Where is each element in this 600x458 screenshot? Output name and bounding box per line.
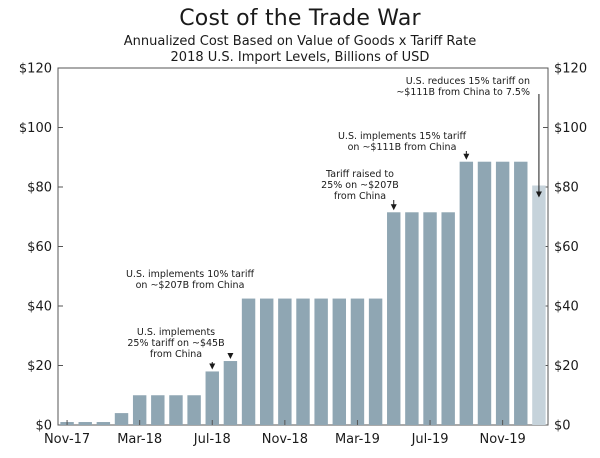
- annotation-aug18-line: U.S. implements 10% tariff: [126, 269, 254, 280]
- chart-subtitle: Annualized Cost Based on Value of Goods …: [123, 34, 477, 49]
- annotation-jan20-arrow-head: [535, 191, 542, 198]
- annotation-jan20-line: ~$111B from China to 7.5%: [396, 87, 530, 98]
- y-tick-label-right: $20: [554, 359, 579, 374]
- y-tick-label-left: $60: [27, 240, 52, 255]
- x-tick-label: Nov-18: [262, 432, 308, 447]
- bar: [187, 395, 201, 425]
- annotation-may19-arrow-head: [390, 204, 397, 211]
- x-tick-label: Nov-19: [479, 432, 525, 447]
- chart-subtitle-units: 2018 U.S. Import Levels, Billions of USD: [170, 50, 430, 65]
- x-tick-label: Jul-18: [193, 432, 231, 447]
- bar: [459, 161, 474, 425]
- x-tick-label: Nov-17: [44, 432, 90, 447]
- bar: [405, 212, 419, 425]
- bar: [96, 422, 111, 425]
- bar: [205, 371, 219, 425]
- x-tick-label: Mar-19: [335, 432, 380, 447]
- y-tick-label-right: $80: [554, 181, 579, 196]
- y-tick-label-right: $100: [554, 121, 587, 136]
- x-tick-label: Jul-19: [411, 432, 449, 447]
- annotation-sep19: U.S. implements 15% tariff on ~$111B from…: [338, 131, 466, 153]
- annotation-may19-line: 25% on ~$207B: [321, 180, 399, 191]
- bar: [151, 395, 165, 425]
- annotation-sep19-line: on ~$111B from China: [348, 142, 457, 153]
- bar: [368, 298, 383, 425]
- y-tick-label-left: $80: [27, 181, 52, 196]
- bar: [223, 361, 238, 425]
- y-tick-label-left: $120: [19, 62, 52, 77]
- bar: [423, 212, 437, 425]
- bar: [296, 298, 310, 425]
- annotation-may19: Tariff raised to 25% on ~$207B from China: [321, 169, 399, 202]
- annotation-jan20-line: U.S. reduces 15% tariff on: [406, 76, 530, 87]
- annotation-sep19-arrow-head: [463, 153, 470, 160]
- annotation-jul18: U.S. implements 25% tariff on ~$45B from C…: [127, 327, 224, 360]
- bar: [495, 161, 510, 425]
- bar: [132, 395, 147, 425]
- bar: [259, 298, 274, 425]
- bar: [314, 298, 328, 425]
- bar: [441, 212, 455, 425]
- bar: [387, 212, 401, 425]
- y-tick-label-left: $20: [27, 359, 52, 374]
- y-tick-label-right: $120: [554, 62, 587, 77]
- y-tick-label-left: $40: [27, 300, 52, 315]
- bar: [78, 422, 92, 425]
- x-tick-label: Mar-18: [117, 432, 162, 447]
- bar: [514, 161, 528, 425]
- annotation-jul18-line: 25% tariff on ~$45B: [127, 338, 224, 349]
- bar: [114, 413, 129, 425]
- bar: [169, 395, 183, 425]
- bar: [332, 298, 347, 425]
- y-tick-label-right: $60: [554, 240, 579, 255]
- bar: [241, 298, 256, 425]
- annotation-aug18: U.S. implements 10% tariff on ~$207B from…: [126, 269, 254, 291]
- y-tick-label-left: $0: [35, 419, 52, 434]
- y-tick-label-left: $100: [19, 121, 52, 136]
- annotation-jan20: U.S. reduces 15% tariff on ~$111B from Ch…: [396, 76, 530, 98]
- y-tick-label-right: $40: [554, 300, 579, 315]
- bar: [350, 298, 365, 425]
- annotation-jul18-arrow-head: [209, 363, 216, 370]
- chart-title: Cost of the Trade War: [179, 6, 421, 31]
- bar: [477, 161, 492, 425]
- annotation-may19-line: Tariff raised to: [325, 169, 394, 180]
- annotation-jul18-line: from China: [150, 349, 202, 360]
- y-tick-label-right: $0: [554, 419, 571, 434]
- annotation-aug18-arrow-head: [227, 353, 234, 360]
- annotation-may19-line: from China: [334, 191, 386, 202]
- annotation-aug18-line: on ~$207B from China: [136, 280, 245, 291]
- bar: [278, 298, 292, 425]
- annotation-sep19-line: U.S. implements 15% tariff: [338, 131, 466, 142]
- annotation-jul18-line: U.S. implements: [137, 327, 215, 338]
- bar: [532, 185, 546, 425]
